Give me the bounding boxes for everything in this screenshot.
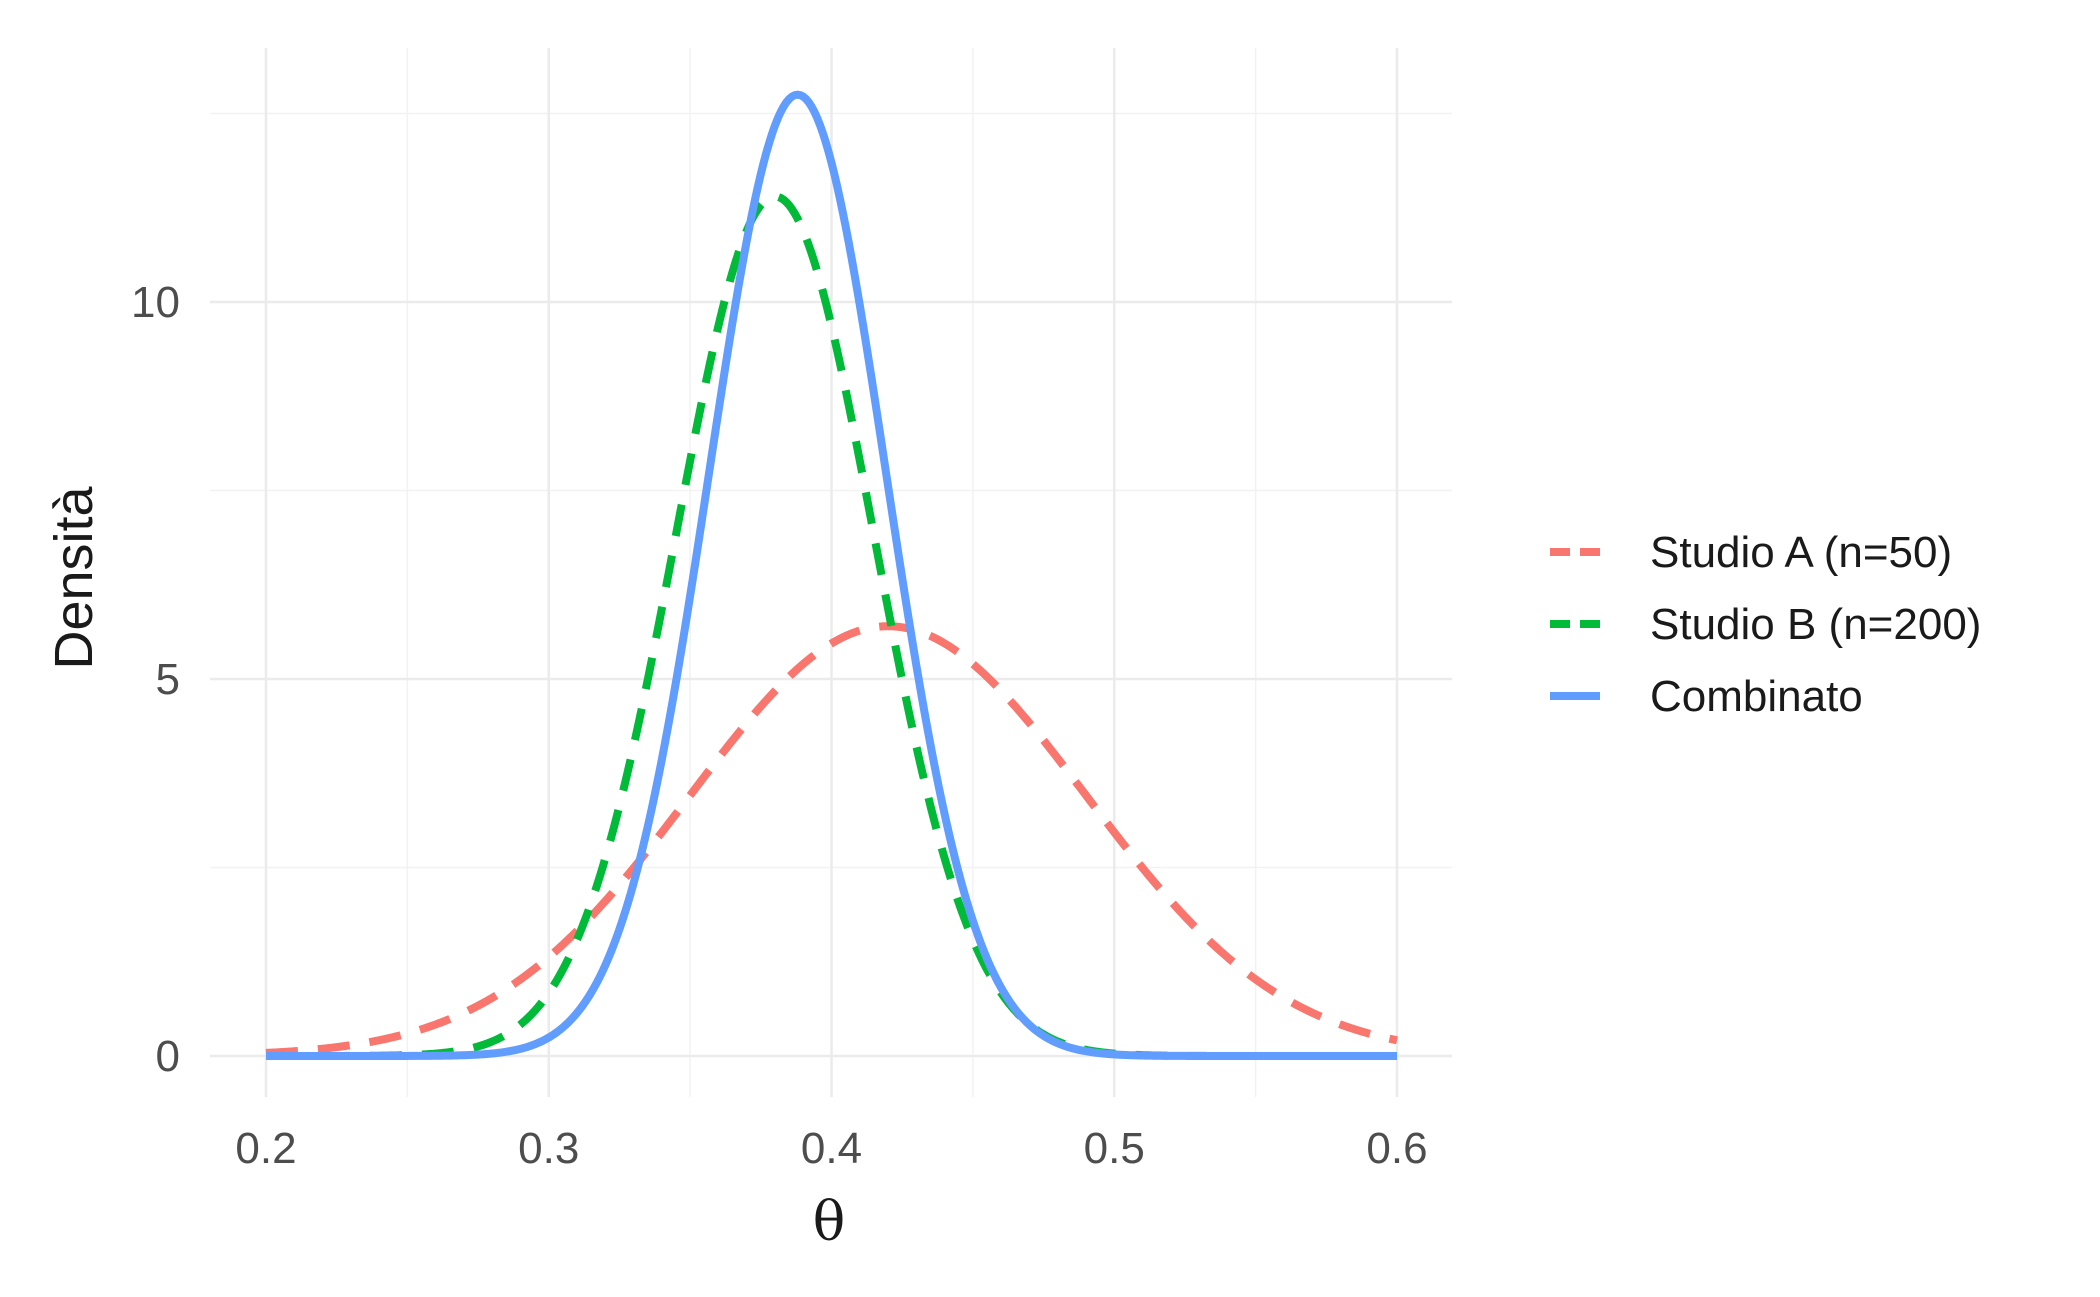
y-tick-label: 10 xyxy=(131,278,180,327)
y-tick-label: 5 xyxy=(156,655,180,704)
legend-label-3: Combinato xyxy=(1650,672,1863,721)
x-tick-labels: 0.2 0.3 0.4 0.5 0.6 xyxy=(235,1124,1427,1173)
legend-label-2: Studio B (n=200) xyxy=(1650,600,1981,649)
y-tick-labels: 0 5 10 xyxy=(131,278,180,1081)
legend-label-1: Studio A (n=50) xyxy=(1650,528,1952,577)
series-line-3 xyxy=(264,90,1399,1060)
x-tick-label: 0.4 xyxy=(801,1124,862,1173)
x-tick-label: 0.5 xyxy=(1084,1124,1145,1173)
x-tick-label: 0.2 xyxy=(235,1124,296,1173)
x-tick-label: 0.6 xyxy=(1366,1124,1427,1173)
series-line-1 xyxy=(264,622,1399,1057)
x-tick-label: 0.3 xyxy=(518,1124,579,1173)
major-gridlines xyxy=(210,48,1452,1097)
y-tick-label: 0 xyxy=(156,1032,180,1081)
y-axis-title: Densità xyxy=(44,485,104,669)
legend: Studio A (n=50) Studio B (n=200) Combinato xyxy=(1550,528,1981,721)
x-axis-title: θ xyxy=(813,1190,846,1253)
series-layer xyxy=(264,90,1399,1060)
